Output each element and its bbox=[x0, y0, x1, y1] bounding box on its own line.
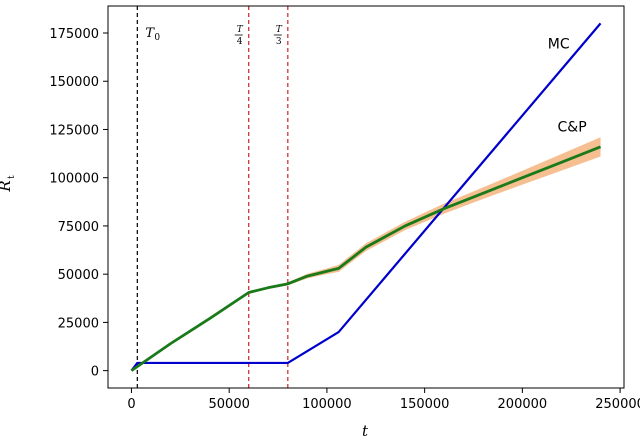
y-axis-label: R t bbox=[0, 175, 17, 193]
y-tick-label-1: 25000 bbox=[58, 316, 99, 331]
plot-frame bbox=[107, 5, 625, 389]
series-label-0: MC bbox=[548, 36, 570, 52]
y-tick-label-3: 75000 bbox=[58, 220, 99, 235]
vline-label-den: 4 bbox=[237, 37, 243, 47]
x-tick-label-1: 50000 bbox=[209, 397, 250, 412]
vline-label-2: T3 bbox=[273, 25, 283, 47]
series-line-1 bbox=[130, 145, 602, 372]
x-tick-label-4: 200000 bbox=[498, 397, 548, 412]
vline-label-num: T bbox=[237, 25, 244, 35]
y-axis-label-sub: t bbox=[7, 175, 17, 179]
y-tick-label-5: 125000 bbox=[49, 123, 99, 138]
vline-label-1: T4 bbox=[234, 25, 244, 47]
y-tick-label-2: 50000 bbox=[58, 268, 99, 283]
x-axis-label: t bbox=[362, 422, 369, 440]
y-axis-ticks: 0 25000 50000 75000 100000 125000 150000 175000 bbox=[49, 27, 108, 380]
vline-label-main: T bbox=[145, 26, 155, 41]
series-line-0 bbox=[130, 22, 602, 372]
x-tick-label-5: 250000 bbox=[595, 397, 640, 412]
x-tick-label-0: 0 bbox=[127, 397, 135, 412]
series-band-1 bbox=[131, 137, 601, 371]
x-axis-ticks: 0 50000 100000 150000 200000 250000 bbox=[127, 388, 640, 412]
y-tick-label-0: 0 bbox=[91, 365, 99, 380]
vline-label-den: 3 bbox=[276, 37, 282, 47]
x-tick-label-2: 100000 bbox=[302, 397, 352, 412]
y-axis-label-main: R bbox=[0, 180, 14, 192]
y-tick-label-4: 100000 bbox=[49, 172, 99, 187]
y-tick-label-7: 175000 bbox=[49, 27, 99, 42]
series-label-1: C&P bbox=[558, 119, 587, 135]
vline-label-sub: 0 bbox=[154, 33, 160, 43]
y-tick-label-6: 150000 bbox=[49, 75, 99, 90]
vline-label-num: T bbox=[276, 25, 283, 35]
x-tick-label-3: 150000 bbox=[400, 397, 450, 412]
